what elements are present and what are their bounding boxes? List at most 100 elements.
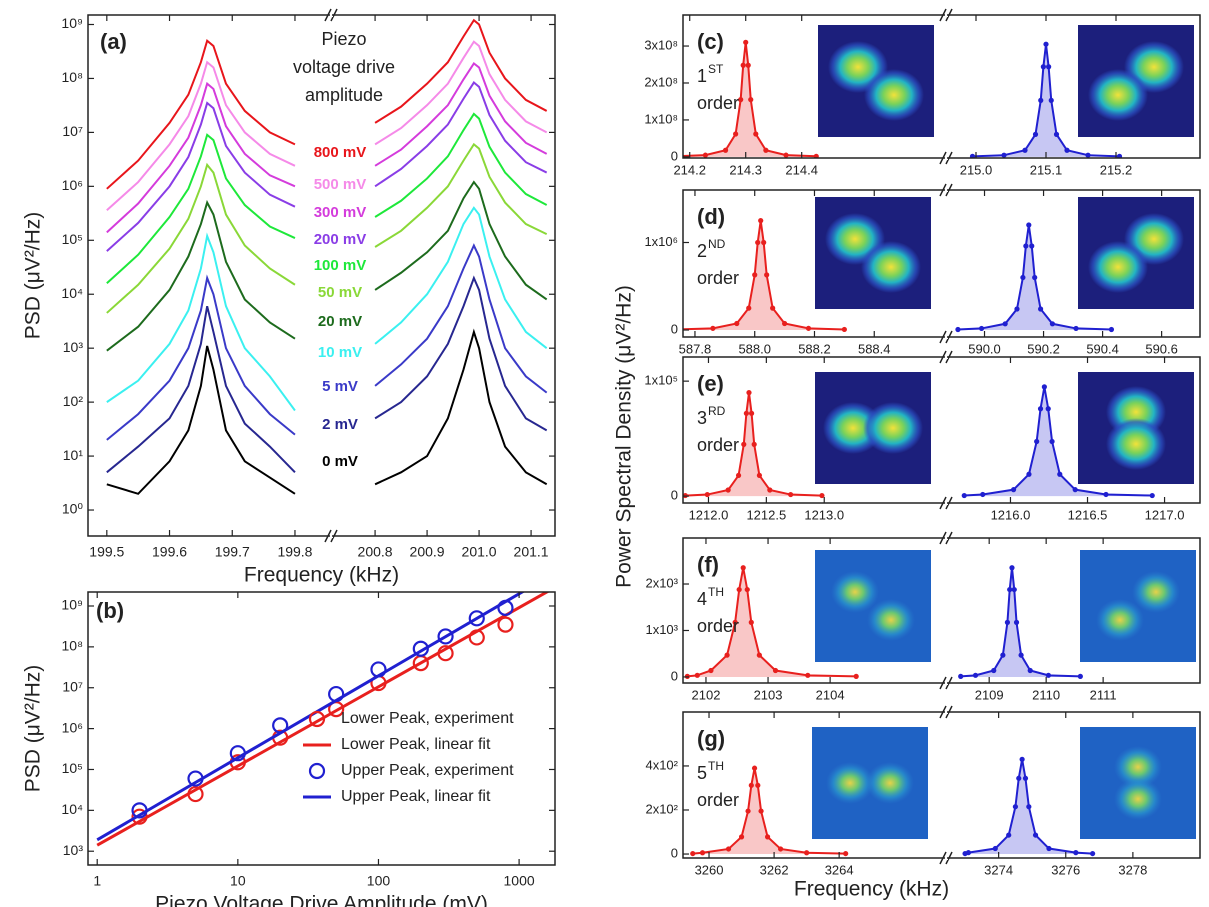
data-point — [1023, 243, 1029, 249]
panel: 3274 3276 3278 — [947, 711, 1201, 877]
mode-lobe — [1114, 778, 1162, 820]
axis-break-gap — [945, 681, 948, 685]
y-tick-label: 10⁴ — [61, 801, 83, 817]
data-point — [741, 441, 747, 447]
axis-break — [939, 151, 947, 165]
x-tick-label: 214.2 — [673, 162, 706, 177]
data-point — [1026, 804, 1032, 810]
x-tick-label: 10 — [230, 873, 246, 889]
data-point — [1006, 832, 1012, 838]
x-tick-label: 1216.5 — [1068, 507, 1108, 522]
data-point — [1014, 306, 1020, 312]
y-tick-label: 10³ — [63, 339, 84, 355]
data-point — [744, 586, 750, 593]
mode-lobe — [1114, 746, 1162, 788]
x-tick-label: 3260 — [695, 862, 724, 877]
axis-break — [939, 851, 947, 865]
y-tick-label: 10⁵ — [62, 231, 83, 247]
data-point — [743, 39, 749, 45]
data-point — [710, 325, 716, 331]
peak-fill — [960, 567, 1081, 677]
mode-lobe — [864, 69, 924, 121]
plot-area — [958, 565, 1083, 680]
data-point — [1019, 756, 1025, 762]
inset-image — [1078, 372, 1194, 484]
axis-break — [939, 8, 947, 22]
x-tick-label: 200.9 — [410, 544, 445, 560]
plot-area — [690, 765, 849, 857]
data-point — [702, 152, 708, 158]
peak-fill — [687, 567, 857, 677]
psd-curve — [374, 206, 548, 349]
data-point — [764, 834, 771, 840]
y-tick-label: 2x10³ — [645, 575, 678, 590]
x-tick-label: 214.3 — [729, 162, 762, 177]
psd-curve — [374, 180, 548, 301]
data-point — [699, 850, 706, 856]
x-tick-label: 215.0 — [960, 162, 993, 177]
data-point — [1072, 487, 1078, 493]
x-tick-label: 2102 — [692, 687, 721, 702]
x-tick-label: 588.2 — [798, 341, 831, 356]
legend-label: Lower Peak, linear fit — [341, 736, 491, 753]
data-point — [1022, 775, 1029, 781]
x-tick-label: 1000 — [504, 873, 535, 889]
data-point — [1007, 586, 1013, 593]
y-tick-label: 10³ — [63, 842, 84, 858]
order-number: 1 — [697, 66, 707, 86]
psd-curve — [374, 61, 548, 167]
data-point — [992, 845, 998, 852]
y-tick-label: 0 — [671, 321, 678, 336]
axis-frame — [682, 537, 947, 684]
data-point — [1001, 152, 1007, 158]
plot-area — [106, 38, 296, 495]
data-point — [735, 472, 742, 479]
x-tick-label: 590.6 — [1145, 341, 1178, 356]
axis-frame — [682, 711, 947, 859]
legend-label: Lower Peak, experiment — [341, 710, 514, 727]
data-point — [743, 410, 749, 416]
data-point — [722, 147, 729, 153]
y-tick-label: 1x10⁵ — [644, 373, 678, 388]
axis-break-gap — [945, 355, 948, 359]
axis-frame — [87, 14, 332, 537]
y-tick-label: 10⁷ — [62, 123, 83, 139]
plot-area — [962, 756, 1096, 857]
data-point — [1004, 619, 1011, 625]
psd-curve — [106, 133, 296, 284]
data-point — [758, 218, 764, 224]
data-point — [761, 239, 767, 246]
x-axis-label: Piezo Voltage Drive Amplitude (mV) — [155, 893, 488, 907]
plot-area — [683, 390, 825, 499]
data-point — [1037, 406, 1044, 412]
panel-label: (c) — [697, 29, 724, 54]
data-point — [740, 62, 746, 68]
data-point — [745, 808, 751, 814]
data-point — [1010, 487, 1017, 493]
data-point — [972, 672, 979, 678]
x-tick-label: 588.0 — [738, 341, 771, 356]
series-label: 2 mV — [322, 416, 358, 433]
series-label: 50 mV — [318, 284, 362, 301]
data-point — [1085, 152, 1091, 158]
data-point — [708, 667, 714, 674]
plot-area — [955, 222, 1115, 333]
x-tick-label: 2103 — [754, 687, 783, 702]
panel: 0 1x10³ 2x10³ 2102 2103 2104 (f) 4 TH order — [645, 531, 953, 702]
psd-curve — [106, 232, 296, 412]
y-tick-label: 10⁶ — [62, 177, 83, 193]
order-text: order — [697, 268, 739, 288]
order-text: order — [697, 93, 739, 113]
psd-curve — [106, 60, 296, 212]
inset-image — [1080, 550, 1196, 662]
y-tick-label: 0 — [671, 668, 678, 683]
data-point — [841, 326, 847, 333]
data-point — [753, 131, 759, 137]
mode-lobe — [831, 571, 879, 613]
data-point — [1012, 804, 1019, 810]
x-tick-label: 3276 — [1051, 862, 1080, 877]
data-point — [746, 305, 752, 311]
data-point — [782, 320, 788, 327]
data-point — [1034, 438, 1040, 445]
data-point — [1009, 565, 1015, 571]
